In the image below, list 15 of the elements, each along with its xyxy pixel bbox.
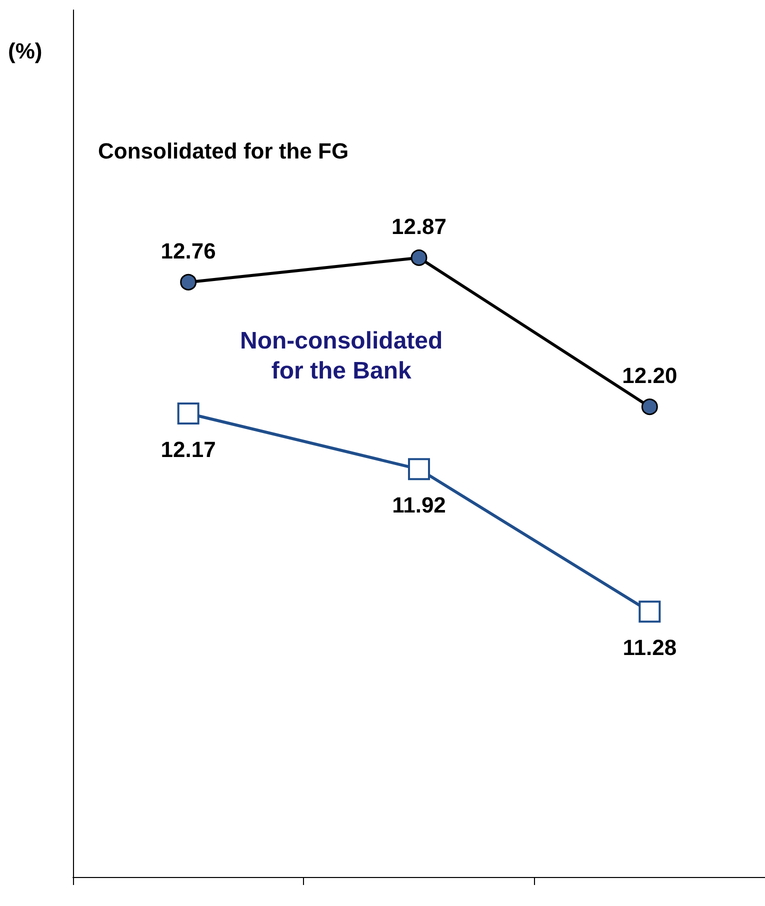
text: Consolidated for the FG	[98, 138, 349, 164]
series-label: Non-consolidated for the Bank	[240, 328, 443, 384]
point	[180, 274, 197, 290]
point	[410, 249, 428, 266]
data-label: 12.87	[391, 214, 447, 239]
point	[408, 458, 430, 480]
text: (%)	[8, 38, 42, 64]
data-label: 12.76	[160, 238, 216, 264]
data-label: 12.20	[622, 363, 678, 388]
data-label: 12.17	[160, 437, 216, 462]
point	[177, 402, 200, 425]
data-label: 11.92	[392, 492, 446, 518]
data-label: 11.28	[622, 635, 677, 660]
point	[638, 600, 661, 623]
point	[641, 398, 658, 416]
